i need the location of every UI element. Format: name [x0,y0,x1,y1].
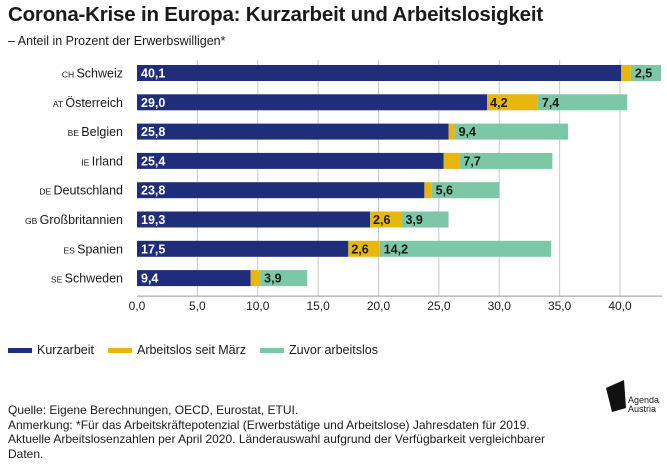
data-label: 17,5 [141,242,165,256]
country-name: Belgien [81,125,123,139]
bar-segment [137,123,449,140]
bar-segment [379,240,552,257]
bar-segment [137,94,488,111]
bar-segment [459,152,553,169]
country-code: SE [51,275,65,285]
category-label: AT Österreich [53,96,123,110]
country-name: Schweiz [76,67,123,81]
legend-label-arbeitslos-seit-maerz: Arbeitslos seit März [136,343,247,357]
data-label: 2,5 [635,67,652,81]
chart-subtitle: – Anteil in Prozent der Erwerbswilligen* [8,34,226,48]
bar-segment [370,211,402,228]
legend: Kurzarbeit Arbeitslos seit März Zuvor ar… [8,343,378,357]
country-name: Österreich [65,96,123,110]
country-name: Spanien [77,242,123,256]
x-tick-label: 25,0 [427,299,451,313]
legend-item-arbeitslos-seit-maerz: Arbeitslos seit März [107,343,247,357]
logo-wordmark: Agenda Austria [628,396,659,414]
category-label: DE Deutschland [39,184,123,198]
bar-segment [401,211,449,228]
data-label: 9,4 [459,125,476,139]
bar-segment [431,182,500,199]
bar-segment [630,65,662,81]
agenda-austria-logo-icon [606,380,626,412]
category-label: GB Großbritannien [25,213,123,227]
bar-segment [487,94,538,111]
country-name: Schweden [65,272,123,286]
bar-segment [537,94,628,111]
country-code: AT [53,99,65,109]
x-tick-label: 0,0 [129,299,146,313]
country-code: ES [63,245,77,255]
source-note: Quelle: Eigene Berechnungen, OECD, Euros… [8,403,299,417]
data-label: 5,6 [436,184,453,198]
country-name: Großbritannien [40,213,123,227]
bar-segment [621,65,631,81]
bar-segment [137,240,349,257]
category-label: IE Irland [81,154,123,168]
annotation-line-1: Anmerkung: *Für das Arbeitskräftepotenzi… [8,417,530,432]
data-label: 7,7 [463,154,480,168]
country-name: Irland [92,154,123,168]
legend-item-zuvor-arbeitslos: Zuvor arbeitslos [260,343,378,357]
country-name: Deutschland [54,184,124,198]
x-tick-label: 30,0 [488,299,512,313]
data-label: 7,4 [542,96,559,110]
x-tick-label: 5,0 [189,299,206,313]
country-code: IE [81,157,91,167]
bar-segment [454,123,569,140]
bar-segment [348,240,380,257]
stacked-bar-chart: 0,0 5,0 10,0 15,0 20,0 25,0 30,0 35,0 40,0 CH Sch… [25,60,663,313]
data-label: 9,4 [141,272,158,286]
legend-swatch-arbeitslos-seit-maerz [107,347,132,353]
country-code: GB [25,216,40,226]
legend-label-zuvor-arbeitslos: Zuvor arbeitslos [289,343,378,357]
data-label: 2,6 [351,242,368,256]
data-label: 3,9 [405,213,422,227]
x-tick-label: 35,0 [548,299,572,313]
chart-title: Corona-Krise in Europa: Kurzarbeit und A… [8,3,543,26]
country-code: CH [62,70,77,80]
country-code: DE [39,187,53,197]
footer-notes: Quelle: Eigene Berechnungen, OECD, Euros… [8,403,568,461]
data-label: 25,4 [141,154,165,168]
data-label: 23,8 [141,184,165,198]
bar-segment [137,270,251,287]
logo-text-agenda: Agenda [628,395,660,405]
x-tick-label: 10,0 [246,299,270,313]
data-label: 40,1 [141,67,165,81]
bar-segment [137,152,444,169]
bar-segment [137,65,622,81]
data-label: 4,2 [490,96,507,110]
data-label: 25,8 [141,125,165,139]
legend-item-kurzarbeit: Kurzarbeit [8,343,94,357]
annotation-line-2: Aktuelle Arbeitslosenzahlen per April 20… [8,432,546,446]
logo-text-austria: Austria [628,404,657,414]
category-label: ES Spanien [63,242,123,256]
legend-label-kurzarbeit: Kurzarbeit [37,343,94,357]
data-label: 29,0 [141,96,165,110]
bar-segment [448,123,455,140]
legend-swatch-zuvor-arbeitslos [260,347,285,353]
data-label: 2,6 [373,213,390,227]
x-tick-label: 20,0 [367,299,391,313]
country-code: BE [68,128,82,138]
data-label: 3,9 [264,272,281,286]
annotation-line-3: Daten. [8,446,44,461]
category-label: CH Schweiz [62,67,123,81]
legend-swatch-kurzarbeit [8,347,32,353]
bar-segment [137,182,425,199]
x-tick-label: 40,0 [608,299,632,313]
x-tick-label: 15,0 [306,299,330,313]
bar-segment [424,182,432,199]
data-label: 19,3 [141,213,165,227]
bar-segment [250,270,261,287]
data-label: 14,2 [384,242,408,256]
bar-segment [443,152,460,169]
category-label: SE Schweden [51,272,123,286]
category-label: BE Belgien [68,125,123,139]
bar-segment [137,211,371,228]
bar-segment [260,270,308,287]
